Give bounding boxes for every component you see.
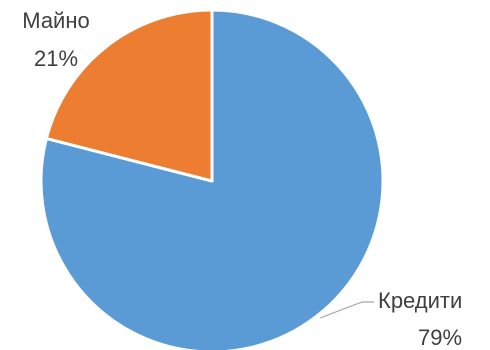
pie-data-labels: Майно 21% Кредити 79% — [22, 8, 462, 350]
pie-slice — [44, 8, 214, 183]
pie-slices — [39, 8, 385, 350]
slice-label-value: 79% — [418, 325, 462, 350]
pie-slice — [39, 8, 385, 350]
slice-label-value: 21% — [34, 46, 78, 71]
slice-label-name: Кредити — [378, 288, 462, 313]
slice-label-name: Майно — [22, 8, 89, 33]
leader-line — [319, 301, 374, 319]
